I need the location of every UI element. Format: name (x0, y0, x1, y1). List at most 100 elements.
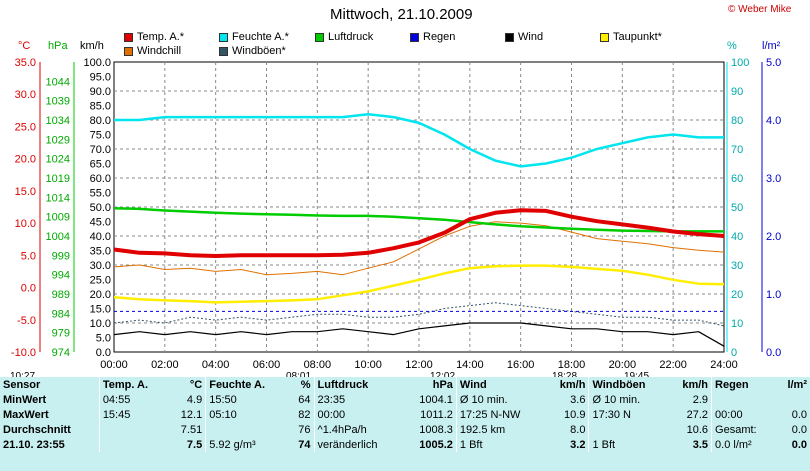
pct-tick-label: 70 (731, 144, 743, 156)
moon-marker-1: 12:02 (430, 371, 455, 382)
hpa-tick-label: 1004 (46, 231, 70, 243)
table-cell: MaxWert (3, 408, 49, 421)
temp-tick-label: 25.0 (15, 121, 36, 133)
table-cell: 12.1 (180, 408, 203, 421)
kmh-tick-label: 55.0 (90, 188, 111, 200)
table-header: °C (189, 378, 203, 391)
kmh-tick-label: 30.0 (90, 260, 111, 272)
table-cell: 10.6 (686, 423, 709, 436)
pct-tick-label: 20 (731, 289, 743, 301)
table-header: Regen (711, 377, 776, 392)
sunrise-marker: 08:01 (286, 371, 311, 382)
kmh-tick-label: 100.0 (83, 57, 111, 69)
x-tick-label: 14:00 (456, 359, 484, 371)
table-cell: 76 (298, 423, 311, 436)
sunset-marker: 18:28 (552, 371, 577, 382)
table-cell: 7.5 (186, 438, 203, 451)
table-cell (98, 437, 169, 452)
pct-tick-label: 0 (731, 347, 737, 359)
table-row: 21.10. 23:55 7.5 5.92 g/m³ 74 veränderli… (0, 437, 810, 452)
legend-swatch (410, 32, 419, 42)
kmh-tick-label: 80.0 (90, 115, 111, 127)
table-cell (588, 422, 669, 437)
pct-tick-label: 90 (731, 86, 743, 98)
legend-label: Taupunkt* (613, 31, 662, 43)
kmh-tick-label: 60.0 (90, 173, 111, 185)
kmh-tick-label: 65.0 (90, 159, 111, 171)
series-line-windben (113, 302, 725, 327)
table-header: Sensor (3, 378, 41, 391)
table-cell: 0.0 l/m² (711, 437, 776, 452)
kmh-tick-label: 90.0 (90, 86, 111, 98)
legend-label: Feuchte A.* (232, 31, 289, 43)
table-cell: 3.6 (570, 393, 586, 406)
legend-swatch (124, 32, 133, 42)
x-tick-label: 12:00 (405, 359, 433, 371)
table-cell: MinWert (3, 393, 47, 406)
legend-item: Windchill (124, 45, 181, 57)
lm2-tick-label: 4.0 (766, 115, 781, 127)
legend-label: Luftdruck (328, 31, 374, 43)
table-cell: Ø 10 min. (455, 392, 546, 407)
x-tick-label: 24:00 (710, 359, 738, 371)
temp-tick-label: -10.0 (11, 347, 36, 359)
table-cell: 0.0 (791, 408, 807, 421)
x-tick-label: 10:00 (354, 359, 382, 371)
table-cell: 192.5 km (455, 422, 546, 437)
weather-chart: 0.0 5.0 10.0 15.0 20.0 25.0 30.0 35.0 40.0 45.0 50… (11, 57, 781, 371)
temp-tick-label: 15.0 (15, 186, 36, 198)
table-cell: 0.0 (791, 438, 807, 451)
kmh-tick-label: 95.0 (90, 72, 111, 84)
temp-tick-label: -5.0 (17, 315, 36, 327)
table-cell: 74 (298, 438, 311, 451)
hpa-tick-label: 1034 (46, 115, 70, 127)
series-line-feuchtea (114, 112, 724, 168)
lm2-tick-label: 2.0 (766, 231, 781, 243)
x-tick-label: 18:00 (558, 359, 586, 371)
kmh-tick-label: 5.0 (96, 333, 111, 345)
temp-tick-label: 30.0 (15, 89, 36, 101)
kmh-tick-label: 40.0 (90, 231, 111, 243)
pct-tick-label: 60 (731, 173, 743, 185)
lm2-tick-label: 5.0 (766, 57, 781, 69)
table-cell: 1008.3 (419, 423, 453, 436)
table-header: l/m² (787, 378, 807, 391)
legend-label: Windchill (137, 45, 182, 57)
table-cell: 3.5 (692, 438, 709, 451)
table-header-row: Sensor Temp. A. °C Feuchte A. % Luftdruc… (0, 377, 810, 392)
lm2-tick-label: 3.0 (766, 173, 781, 185)
temp-axis-head: °C (18, 40, 31, 52)
temp-tick-label: 35.0 (15, 57, 36, 69)
table-cell: 7.51 (180, 423, 203, 436)
table-cell: 05:10 (205, 407, 289, 422)
table-cell: 5.92 g/m³ (205, 437, 289, 452)
kmh-tick-label: 75.0 (90, 130, 111, 142)
legend-swatch (505, 32, 514, 42)
table-cell: 04:55 (98, 392, 169, 407)
pct-tick-label: 100 (731, 57, 749, 69)
x-tick-label: 00:00 (100, 359, 128, 371)
hpa-tick-label: 979 (52, 328, 70, 340)
kmh-tick-label: 15.0 (90, 304, 111, 316)
table-header: Wind (455, 377, 546, 392)
table-cell: 10.9 (564, 408, 586, 421)
legend-item: Wind (505, 31, 543, 43)
table-cell: 17:30 N (588, 407, 669, 422)
table-cell (205, 422, 289, 437)
series-line-tempa (113, 208, 725, 258)
copyright: © Weber Mike (728, 4, 792, 15)
kmh-tick-label: 25.0 (90, 275, 111, 287)
x-tick-label: 22:00 (659, 359, 687, 371)
kmh-tick-label: 10.0 (90, 318, 111, 330)
pct-tick-label: 80 (731, 115, 743, 127)
table-header: Feuchte A. (205, 377, 289, 392)
temp-tick-label: 10.0 (15, 218, 36, 230)
table-cell: 82 (298, 408, 311, 421)
table-header: Temp. A. (98, 377, 169, 392)
legend-label: Wind (518, 31, 544, 43)
kmh-tick-label: 0.0 (96, 347, 111, 359)
table-cell: 15:45 (98, 407, 169, 422)
legend-item: Temp. A.* (124, 31, 184, 43)
kmh-tick-label: 50.0 (90, 202, 111, 214)
stats-table: Sensor Temp. A. °C Feuchte A. % Luftdruc… (0, 377, 810, 471)
